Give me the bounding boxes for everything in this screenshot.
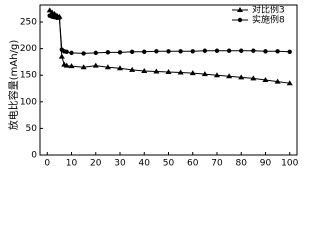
circle-marker: [154, 49, 159, 54]
page: {"chart_data": {"type": "line", "y_label…: [7, 3, 299, 169]
circle-marker: [64, 49, 69, 55]
x-tick-label: 90: [260, 159, 272, 169]
circle-marker: [190, 49, 195, 54]
triangle-marker: [237, 7, 243, 12]
circle-marker: [142, 49, 147, 55]
x-tick-label: 30: [114, 159, 126, 169]
circle-marker: [81, 51, 86, 56]
triangle-marker: [213, 72, 220, 78]
triangle-marker: [189, 70, 196, 76]
triangle-marker: [286, 80, 293, 86]
circle-marker: [214, 48, 220, 53]
circle-marker: [117, 50, 123, 55]
y-tick-label: 150: [20, 71, 37, 81]
triangle-marker: [141, 67, 148, 73]
triangle-marker: [153, 68, 160, 74]
triangle-marker: [92, 62, 99, 68]
circle-marker: [129, 49, 135, 55]
triangle-marker: [226, 73, 233, 79]
triangle-marker: [63, 62, 70, 68]
triangle-marker: [238, 74, 245, 80]
y-tick-label: 0: [31, 151, 37, 161]
x-tick-label: 10: [66, 159, 78, 169]
x-tick-label: 20: [90, 159, 102, 169]
triangle-marker: [104, 64, 111, 70]
circle-marker: [105, 50, 111, 55]
x-tick-label: 40: [139, 159, 151, 169]
triangle-marker: [177, 69, 184, 75]
plot-frame: [39, 4, 298, 156]
x-tick-label: 100: [281, 159, 298, 169]
triangle-marker: [129, 66, 136, 72]
y-tick-label: 250: [20, 18, 37, 28]
triangle-marker: [262, 77, 269, 82]
triangle-marker: [165, 69, 172, 75]
legend-label: 实施例8: [252, 14, 285, 26]
circle-marker: [251, 48, 256, 53]
triangle-marker: [68, 63, 75, 69]
triangle-marker: [58, 53, 65, 59]
legend-label: 对比例3: [252, 4, 285, 16]
circle-marker: [69, 50, 74, 56]
circle-marker: [57, 15, 62, 20]
triangle-marker: [250, 75, 257, 81]
x-tick-label: 50: [163, 159, 175, 169]
y-tick-label: 50: [26, 124, 38, 134]
x-tick-label: 0: [44, 159, 50, 169]
y-tick-label: 100: [20, 97, 37, 107]
y-tick-label: 200: [20, 44, 37, 54]
x-tick-label: 80: [236, 159, 248, 169]
circle-marker: [178, 49, 183, 54]
circle-marker: [166, 49, 171, 54]
y-axis-label: 放电比容量(mAh/g): [7, 40, 20, 131]
circle-marker: [239, 48, 244, 53]
triangle-marker: [201, 71, 208, 77]
triangle-marker: [274, 78, 281, 84]
circle-marker: [287, 49, 292, 55]
x-tick-label: 60: [187, 159, 199, 169]
x-tick-label: 70: [211, 159, 223, 169]
circle-marker: [263, 49, 268, 54]
circle-marker: [237, 17, 243, 23]
circle-marker: [275, 49, 280, 54]
circle-marker: [226, 48, 232, 53]
chart: 放电比容量(mAh/g) 0 50 100 150 200 250 0 10 20 30 40 50 6…: [7, 4, 299, 169]
circle-marker: [202, 48, 208, 53]
circle-marker: [93, 50, 98, 56]
triangle-marker: [117, 65, 124, 71]
triangle-marker: [80, 64, 87, 70]
